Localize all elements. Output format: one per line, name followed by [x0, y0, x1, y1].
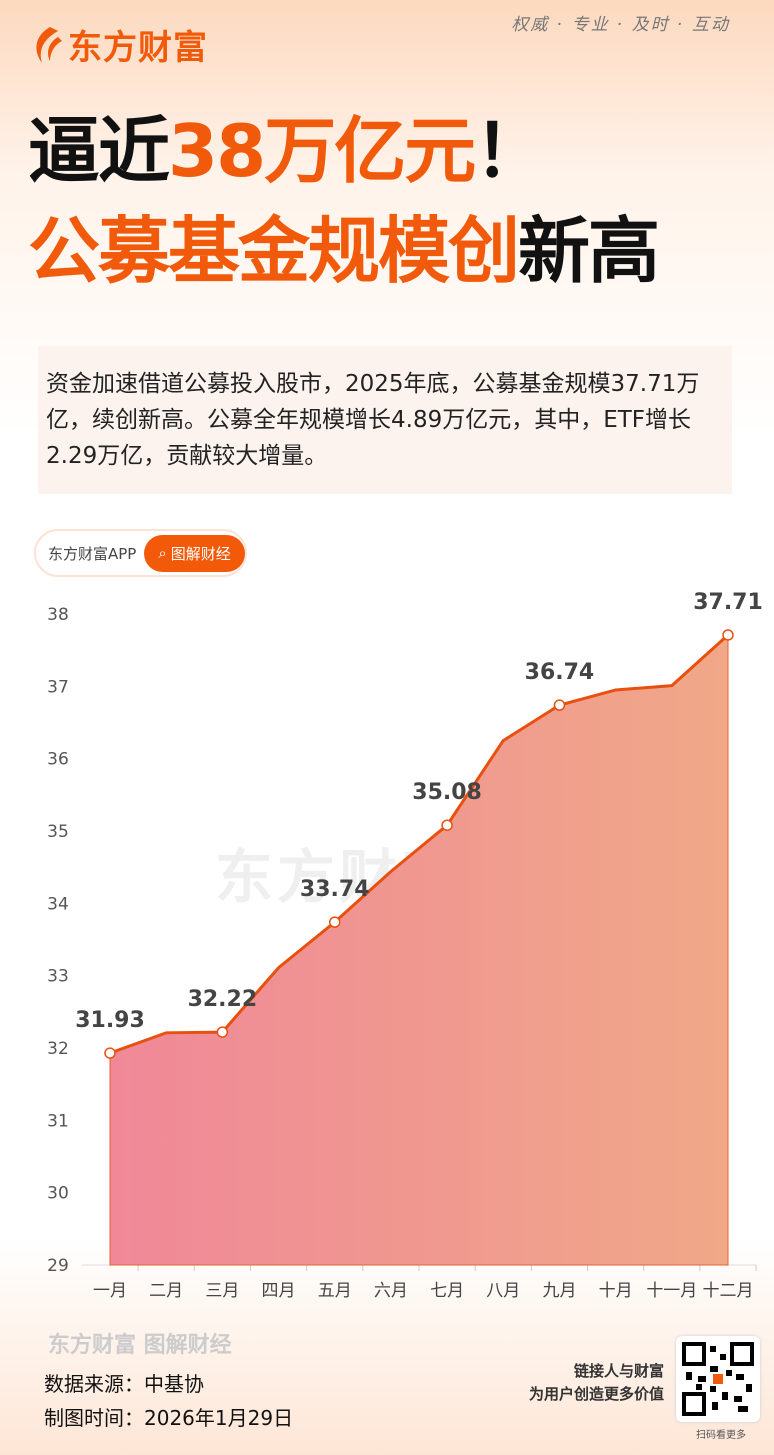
- qr-code[interactable]: [676, 1336, 760, 1422]
- y-tick-label: 38: [47, 605, 69, 625]
- x-tick-label: 一月: [93, 1281, 127, 1301]
- x-tick-label: 七月: [430, 1281, 464, 1301]
- data-label: 37.71: [693, 590, 763, 615]
- headline-highlight: 38万亿元: [168, 109, 476, 193]
- x-tick-label: 十一月: [646, 1281, 697, 1301]
- headline-highlight: 公募基金规模创: [28, 209, 520, 293]
- slogan: 权威 · 专业 · 及时 · 互动: [511, 15, 730, 35]
- flame-logo-icon: [36, 26, 62, 63]
- data-point: [441, 819, 453, 831]
- y-tick-label: 36: [47, 750, 69, 770]
- headline-text: 逼近: [28, 109, 170, 193]
- search-button-label: 图解财经: [170, 544, 231, 563]
- chart-date: 制图时间：2026年1月29日: [44, 1406, 294, 1430]
- y-tick-label: 29: [47, 1256, 69, 1276]
- headline-text: 新高: [518, 209, 660, 293]
- qr-caption: 扫码看更多: [696, 1430, 746, 1441]
- app-search-pill[interactable]: 东方财富APP ⌕ 图解财经: [34, 529, 247, 577]
- data-point: [216, 1026, 229, 1038]
- x-tick-label: 九月: [542, 1281, 576, 1301]
- y-tick-label: 33: [47, 967, 69, 987]
- x-tick-label: 四月: [262, 1281, 296, 1301]
- data-point: [553, 699, 566, 711]
- x-tick-label: 十二月: [703, 1281, 754, 1301]
- app-name: 东方财富APP: [48, 544, 137, 563]
- data-label: 33.74: [300, 877, 370, 902]
- qr-code-icon: [682, 1342, 754, 1416]
- data-source: 数据来源：中基协: [44, 1372, 204, 1396]
- headline-line1: 逼近38万亿元！: [28, 109, 546, 193]
- y-tick-label: 31: [47, 1111, 69, 1131]
- search-icon: ⌕: [158, 544, 167, 562]
- x-tick-label: 二月: [149, 1281, 183, 1301]
- data-point: [722, 629, 734, 641]
- x-tick-label: 三月: [205, 1281, 239, 1301]
- footer-logo: 东方财富 图解财经: [48, 1333, 232, 1358]
- search-button[interactable]: ⌕ 图解财经: [144, 534, 245, 572]
- x-tick-label: 五月: [318, 1281, 352, 1301]
- area-fill: [109, 633, 729, 1266]
- y-tick-label: 30: [47, 1184, 69, 1204]
- intro-text: 资金加速借道公募投入股市，2025年底，公募基金规模37.71万亿，续创新高。公…: [38, 346, 732, 494]
- data-point: [104, 1047, 116, 1059]
- headline-line2: 公募基金规模创新高: [28, 209, 660, 293]
- tagline: 链接人与财富为用户创造更多价值: [529, 1360, 664, 1406]
- series-line: [109, 633, 730, 1055]
- x-tick-label: 十月: [599, 1281, 633, 1301]
- y-tick-label: 37: [47, 677, 69, 697]
- y-tick-label: 35: [47, 822, 69, 842]
- x-tick-label: 八月: [486, 1281, 520, 1301]
- brand-name: 东方财富: [68, 28, 208, 68]
- y-tick-label: 32: [47, 1039, 69, 1059]
- x-tick-label: 六月: [374, 1281, 408, 1301]
- headline-punct: ！: [474, 109, 546, 193]
- brand-logo: 东方财富: [28, 20, 208, 69]
- area-chart: 29 30 31 32 33 34 35 36 37 38 一月 二月 三月 四月 五月 六月 七月 八月 九月 十月…: [47, 590, 763, 1301]
- data-point: [328, 916, 341, 928]
- tagline-2: 为用户创造更多价值: [528, 1385, 664, 1403]
- y-tick-label: 34: [47, 894, 69, 914]
- data-label: 36.74: [525, 660, 595, 685]
- data-label: 31.93: [75, 1008, 145, 1033]
- data-label: 32.22: [188, 987, 258, 1012]
- tagline-1: 链接人与财富: [573, 1362, 664, 1380]
- data-label: 35.08: [412, 780, 482, 805]
